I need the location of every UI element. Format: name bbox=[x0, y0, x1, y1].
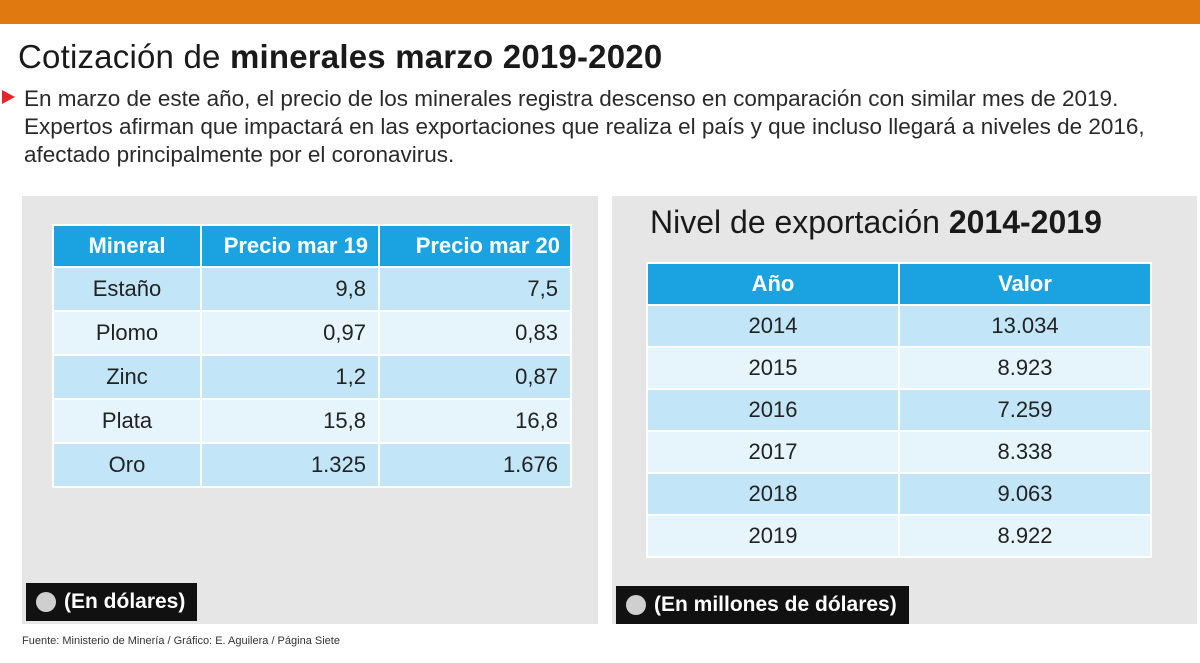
export-level-table: Año Valor 2014 13.034 2015 8.923 2016 7.… bbox=[646, 262, 1152, 558]
table-row: 2016 7.259 bbox=[648, 390, 1150, 430]
price-2020-cell: 0,83 bbox=[380, 312, 570, 354]
year-cell: 2018 bbox=[648, 474, 898, 514]
year-cell: 2015 bbox=[648, 348, 898, 388]
price-2019-cell: 1.325 bbox=[202, 444, 378, 486]
export-table-title: Nivel de exportación 2014-2019 bbox=[650, 204, 1102, 241]
value-cell: 7.259 bbox=[900, 390, 1150, 430]
table-row: Zinc 1,2 0,87 bbox=[54, 356, 570, 398]
bullet-arrow-icon bbox=[2, 90, 15, 104]
year-cell: 2014 bbox=[648, 306, 898, 346]
price-2020-cell: 16,8 bbox=[380, 400, 570, 442]
circle-bullet-icon bbox=[626, 595, 646, 615]
mineral-name-cell: Zinc bbox=[54, 356, 200, 398]
table-row: 2014 13.034 bbox=[648, 306, 1150, 346]
price-2020-cell: 7,5 bbox=[380, 268, 570, 310]
unit-label-text: (En dólares) bbox=[64, 590, 186, 613]
table-header-row: Mineral Precio mar 19 Precio mar 20 bbox=[54, 226, 570, 266]
intro-line: En marzo de este año, el precio de los m… bbox=[24, 86, 1119, 111]
mineral-name-cell: Plomo bbox=[54, 312, 200, 354]
table-row: 2017 8.338 bbox=[648, 432, 1150, 472]
page-title-plain: Cotización de bbox=[18, 38, 221, 75]
price-2019-cell: 9,8 bbox=[202, 268, 378, 310]
table-header-row: Año Valor bbox=[648, 264, 1150, 304]
table-row: 2018 9.063 bbox=[648, 474, 1150, 514]
mineral-name-cell: Oro bbox=[54, 444, 200, 486]
unit-label-dollars: (En dólares) bbox=[26, 583, 198, 621]
table-row: Plata 15,8 16,8 bbox=[54, 400, 570, 442]
value-cell: 13.034 bbox=[900, 306, 1150, 346]
price-2019-cell: 0,97 bbox=[202, 312, 378, 354]
value-cell: 8.922 bbox=[900, 516, 1150, 556]
mineral-name-cell: Estaño bbox=[54, 268, 200, 310]
column-header-year: Año bbox=[648, 264, 898, 304]
table-row: 2015 8.923 bbox=[648, 348, 1150, 388]
circle-bullet-icon bbox=[36, 592, 56, 612]
page-title: Cotización de minerales marzo 2019-2020 bbox=[18, 38, 662, 76]
export-title-plain: Nivel de exportación bbox=[650, 204, 940, 240]
value-cell: 8.338 bbox=[900, 432, 1150, 472]
table-row: Plomo 0,97 0,83 bbox=[54, 312, 570, 354]
intro-paragraph: En marzo de este año, el precio de los m… bbox=[24, 85, 1194, 169]
export-title-bold: 2014-2019 bbox=[948, 204, 1102, 240]
price-2019-cell: 1,2 bbox=[202, 356, 378, 398]
year-cell: 2016 bbox=[648, 390, 898, 430]
column-header-price-mar-19: Precio mar 19 bbox=[202, 226, 378, 266]
intro-line: afectado principalmente por el coronavir… bbox=[24, 142, 455, 167]
table-row: 2019 8.922 bbox=[648, 516, 1150, 556]
year-cell: 2017 bbox=[648, 432, 898, 472]
price-2020-cell: 0,87 bbox=[380, 356, 570, 398]
value-cell: 9.063 bbox=[900, 474, 1150, 514]
mineral-price-table: Mineral Precio mar 19 Precio mar 20 Esta… bbox=[52, 224, 572, 488]
table-row: Oro 1.325 1.676 bbox=[54, 444, 570, 486]
value-cell: 8.923 bbox=[900, 348, 1150, 388]
column-header-price-mar-20: Precio mar 20 bbox=[380, 226, 570, 266]
top-accent-bar bbox=[0, 0, 1200, 24]
source-credit: Fuente: Ministerio de Minería / Gráfico:… bbox=[22, 635, 340, 647]
unit-label-text: (En millones de dólares) bbox=[654, 593, 897, 616]
intro-line: Expertos afirman que impactará en las ex… bbox=[24, 114, 1145, 139]
unit-label-millions: (En millones de dólares) bbox=[616, 586, 909, 624]
price-2019-cell: 15,8 bbox=[202, 400, 378, 442]
table-row: Estaño 9,8 7,5 bbox=[54, 268, 570, 310]
column-header-mineral: Mineral bbox=[54, 226, 200, 266]
year-cell: 2019 bbox=[648, 516, 898, 556]
mineral-name-cell: Plata bbox=[54, 400, 200, 442]
column-header-value: Valor bbox=[900, 264, 1150, 304]
page-title-bold: minerales marzo 2019-2020 bbox=[229, 38, 663, 75]
price-2020-cell: 1.676 bbox=[380, 444, 570, 486]
